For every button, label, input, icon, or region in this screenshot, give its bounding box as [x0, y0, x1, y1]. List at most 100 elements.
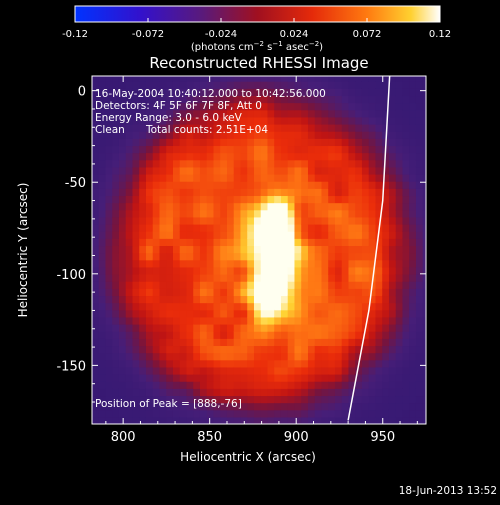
heatmap-pixel — [213, 323, 221, 332]
heatmap-pixel — [132, 102, 140, 111]
heatmap-pixel — [415, 366, 424, 375]
heatmap-pixel — [172, 359, 181, 368]
heatmap-pixel — [321, 252, 329, 261]
heatmap-pixel — [132, 152, 140, 161]
heatmap-pixel — [206, 231, 215, 239]
heatmap-pixel — [402, 202, 410, 211]
heatmap-pixel — [274, 138, 282, 147]
heatmap-pixel — [199, 166, 208, 175]
heatmap-pixel — [112, 138, 120, 147]
heatmap-pixel — [294, 316, 302, 325]
heatmap-pixel — [388, 259, 397, 268]
heatmap-pixel — [220, 238, 228, 247]
heatmap-pixel — [253, 359, 262, 368]
heatmap-pixel — [307, 102, 316, 111]
heatmap-pixel — [118, 145, 127, 154]
heatmap-pixel — [206, 316, 215, 325]
heatmap-pixel — [206, 116, 215, 125]
heatmap-pixel — [355, 309, 363, 318]
heatmap-pixel — [274, 381, 282, 389]
heatmap-pixel — [233, 195, 242, 204]
heatmap-pixel — [274, 259, 282, 268]
heatmap-pixel — [395, 102, 404, 111]
heatmap-pixel — [92, 323, 100, 332]
heatmap-pixel — [422, 416, 426, 424]
heatmap-pixel — [179, 366, 188, 375]
heatmap-pixel — [314, 145, 323, 154]
heatmap-pixel — [267, 252, 275, 261]
heatmap-pixel — [125, 238, 134, 247]
image-area — [92, 76, 426, 424]
heatmap-pixel — [105, 166, 113, 175]
heatmap-pixel — [287, 295, 296, 304]
heatmap-pixel — [294, 302, 302, 311]
heatmap-pixel — [172, 138, 181, 147]
heatmap-pixel — [166, 223, 174, 232]
heatmap-pixel — [226, 109, 235, 118]
heatmap-pixel — [334, 88, 343, 97]
heatmap-pixel — [301, 359, 309, 368]
heatmap-pixel — [240, 402, 248, 411]
heatmap-pixel — [375, 209, 383, 218]
heatmap-pixel — [112, 252, 120, 261]
heatmap-pixel — [220, 131, 228, 139]
heatmap-pixel — [159, 159, 167, 168]
heatmap-pixel — [388, 166, 397, 175]
heatmap-pixel — [206, 173, 215, 182]
heatmap-pixel — [334, 295, 343, 304]
heatmap-pixel — [334, 116, 343, 125]
heatmap-pixel — [159, 195, 167, 204]
heatmap-pixel — [267, 373, 275, 382]
x-axis-label: Heliocentric X (arcsec) — [180, 450, 316, 464]
heatmap-pixel — [274, 331, 282, 339]
heatmap-pixel — [213, 416, 221, 424]
heatmap-pixel — [375, 138, 383, 147]
heatmap-pixel — [409, 152, 417, 161]
heatmap-pixel — [348, 123, 356, 132]
heatmap-pixel — [375, 259, 383, 268]
heatmap-pixel — [307, 145, 316, 154]
heatmap-pixel — [375, 388, 383, 397]
heatmap-pixel — [402, 109, 410, 118]
heatmap-pixel — [274, 309, 282, 318]
heatmap-pixel — [422, 395, 426, 404]
heatmap-pixel — [139, 266, 147, 275]
heatmap-pixel — [409, 252, 417, 261]
heatmap-pixel — [409, 138, 417, 147]
heatmap-pixel — [92, 366, 100, 375]
heatmap-pixel — [139, 109, 147, 118]
heatmap-pixel — [193, 109, 201, 118]
heatmap-pixel — [213, 338, 221, 347]
heatmap-pixel — [179, 231, 188, 239]
heatmap-pixel — [186, 402, 194, 411]
heatmap-pixel — [294, 159, 302, 168]
heatmap-pixel — [233, 131, 242, 139]
heatmap-pixel — [388, 195, 397, 204]
heatmap-pixel — [280, 345, 289, 354]
heatmap-pixel — [159, 359, 167, 368]
heatmap-pixel — [105, 88, 113, 97]
heatmap-pixel — [355, 81, 363, 89]
heatmap-pixel — [422, 331, 426, 339]
heatmap-pixel — [233, 345, 242, 354]
heatmap-pixel — [125, 366, 134, 375]
heatmap-pixel — [307, 266, 316, 275]
x-axis-ticks: 800 850 900 950 — [105, 76, 418, 445]
heatmap-pixel — [274, 231, 282, 239]
heatmap-pixel — [422, 288, 426, 297]
heatmap-pixel — [92, 209, 100, 218]
heatmap-pixel — [415, 359, 424, 368]
heatmap-pixel — [125, 195, 134, 204]
heatmap-pixel — [139, 76, 147, 82]
heatmap-pixel — [253, 331, 262, 339]
heatmap-pixel — [220, 273, 228, 282]
heatmap-pixel — [118, 273, 127, 282]
heatmap-pixel — [172, 102, 181, 111]
heatmap-pixel — [368, 238, 377, 247]
heatmap-pixel — [280, 288, 289, 297]
heatmap-pixel — [233, 88, 242, 97]
heatmap-pixel — [139, 216, 147, 225]
heatmap-pixel — [307, 359, 316, 368]
heatmap-pixel — [179, 138, 188, 147]
heatmap-pixel — [334, 273, 343, 282]
